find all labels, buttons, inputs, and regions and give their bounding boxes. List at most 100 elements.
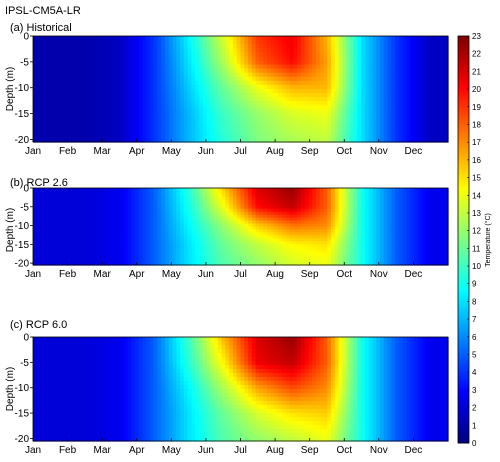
heatmap-cell xyxy=(425,44,430,49)
heatmap-cell xyxy=(270,208,276,213)
heatmap-cell xyxy=(66,202,72,207)
heatmap-cell xyxy=(255,84,260,90)
heatmap-cell xyxy=(85,226,91,231)
heatmap-cell xyxy=(146,202,151,207)
heatmap-cell xyxy=(89,238,94,242)
heatmap-cell xyxy=(217,76,223,82)
heatmap-cell xyxy=(97,36,102,41)
heatmap-cell xyxy=(217,56,223,62)
heatmap-cell xyxy=(444,72,449,78)
heatmap-cell xyxy=(387,129,393,135)
heatmap-cell xyxy=(251,232,257,236)
heatmap-cell xyxy=(274,64,279,70)
heatmap-cell xyxy=(391,235,396,239)
heatmap-cell xyxy=(66,190,72,195)
heatmap-cell xyxy=(55,188,61,192)
heatmap-cell xyxy=(138,208,144,213)
heatmap-cell xyxy=(319,196,325,201)
heatmap-cell xyxy=(70,205,76,210)
heatmap-cell xyxy=(414,226,419,231)
heatmap-cell xyxy=(353,241,359,245)
heatmap-cell xyxy=(97,208,102,213)
heatmap-cell xyxy=(312,133,317,139)
heatmap-cell xyxy=(217,220,223,225)
heatmap-cell xyxy=(119,101,125,106)
heatmap-cell xyxy=(59,188,64,192)
heatmap-cell xyxy=(214,235,219,239)
heatmap-cell xyxy=(346,109,351,115)
heatmap-cell xyxy=(51,217,57,222)
heatmap-cell xyxy=(395,214,400,219)
heatmap-cell xyxy=(40,52,45,57)
heatmap-cell xyxy=(248,76,253,82)
heatmap-cell xyxy=(387,56,393,62)
heatmap-cell xyxy=(236,72,242,78)
heatmap-cell xyxy=(251,60,257,66)
heatmap-cell xyxy=(51,60,57,66)
heatmap-cell xyxy=(191,40,196,45)
heatmap-cell xyxy=(342,60,347,66)
heatmap-cell xyxy=(406,64,411,70)
heatmap-cell xyxy=(165,109,170,115)
heatmap-cell xyxy=(112,199,117,204)
heatmap-cell xyxy=(255,40,260,45)
heatmap-cell xyxy=(391,196,396,201)
heatmap-cell xyxy=(300,232,306,236)
heatmap-cell xyxy=(70,220,76,225)
heatmap-cell xyxy=(342,68,347,74)
heatmap-cell xyxy=(123,214,128,219)
heatmap-cell xyxy=(97,202,102,207)
heatmap-cell xyxy=(70,241,76,245)
heatmap-cell xyxy=(289,44,294,49)
heatmap-cell xyxy=(225,193,230,198)
heatmap-cell xyxy=(116,76,121,82)
heatmap-cell xyxy=(165,105,170,110)
heatmap-cell xyxy=(289,64,294,70)
heatmap-cell xyxy=(165,196,170,201)
heatmap-cell xyxy=(308,220,313,225)
heatmap-cell xyxy=(270,60,276,66)
heatmap-cell xyxy=(131,68,136,74)
heatmap-cell xyxy=(342,229,347,234)
heatmap-cell xyxy=(138,60,144,66)
heatmap-cell xyxy=(410,60,415,66)
heatmap-cell xyxy=(357,229,362,234)
heatmap-cell xyxy=(387,214,393,219)
heatmap-cell xyxy=(134,89,140,94)
heatmap-cell xyxy=(417,217,423,222)
heatmap-cell xyxy=(131,205,136,210)
heatmap-cell xyxy=(263,60,268,66)
heatmap-cell xyxy=(176,217,181,222)
heatmap-cell xyxy=(410,220,415,225)
heatmap-cell xyxy=(70,238,76,242)
heatmap-cell xyxy=(74,235,79,239)
heatmap-cell xyxy=(244,238,249,242)
heatmap-cell xyxy=(361,133,366,139)
heatmap-cell xyxy=(410,208,415,213)
heatmap-cell xyxy=(48,72,53,78)
heatmap-cell xyxy=(85,117,91,123)
heatmap-cell xyxy=(353,60,359,66)
heatmap-cell xyxy=(63,232,68,236)
heatmap-cell xyxy=(97,217,102,222)
heatmap-cell xyxy=(112,137,117,143)
heatmap-cell xyxy=(157,72,162,78)
heatmap-cell xyxy=(297,208,302,213)
heatmap-cell xyxy=(285,137,291,143)
heatmap-cell xyxy=(425,199,430,204)
heatmap-cell xyxy=(312,44,317,49)
heatmap-cell xyxy=(176,188,181,192)
heatmap-cell xyxy=(191,223,196,228)
heatmap-cell xyxy=(210,68,215,74)
heatmap-cell xyxy=(372,217,377,222)
heatmap-cell xyxy=(263,72,268,78)
heatmap-cell xyxy=(304,60,310,66)
heatmap-cell xyxy=(40,125,45,131)
heatmap-cell xyxy=(229,211,234,216)
heatmap-cell xyxy=(48,193,53,198)
heatmap-cell xyxy=(270,190,276,195)
heatmap-cell xyxy=(282,68,287,74)
heatmap-cell xyxy=(221,188,227,192)
heatmap-cell xyxy=(361,113,366,119)
heatmap-cell xyxy=(289,36,294,41)
